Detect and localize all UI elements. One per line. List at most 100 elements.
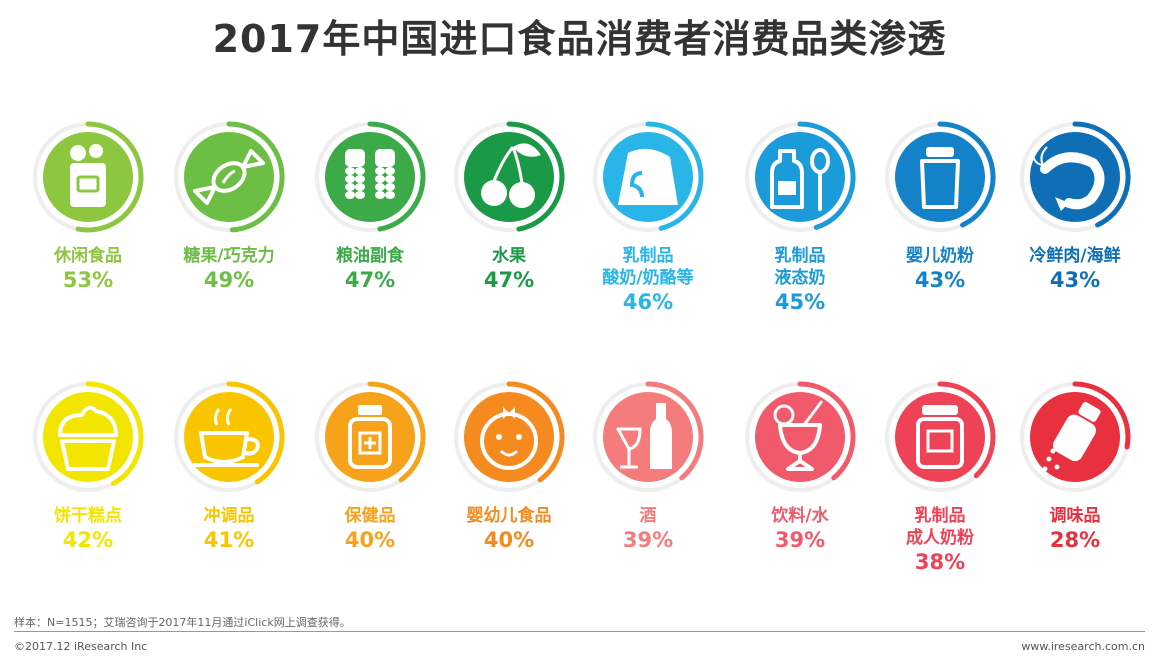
category-disc-fill	[184, 392, 274, 482]
category-label: 成人奶粉	[906, 528, 974, 548]
category-label: 粮油副食	[336, 246, 404, 266]
category-label: 液态奶	[774, 268, 826, 288]
category-disc	[33, 381, 144, 492]
value-arc	[226, 121, 285, 233]
value-arc	[506, 381, 565, 483]
value-arc	[1072, 121, 1131, 228]
category-label: 休闲食品	[54, 246, 122, 266]
category-disc	[174, 381, 285, 492]
category-label: 酸奶/奶酪等	[602, 268, 694, 288]
category-item: 饼干糕点 42%	[13, 377, 163, 553]
category-value: 39%	[774, 528, 826, 552]
category-disc	[315, 121, 426, 232]
page-title: 2017年中国进口食品消费者消费品类渗透	[212, 17, 947, 61]
category-value: 40%	[483, 528, 535, 552]
category-value: 45%	[774, 290, 826, 314]
category-value: 40%	[344, 528, 396, 552]
category-value: 43%	[914, 268, 966, 292]
category-item: 水果 47%	[434, 117, 584, 293]
category-label: 婴幼儿食品	[466, 506, 552, 526]
category-label: 酒	[639, 506, 657, 526]
value-arc	[645, 381, 704, 481]
category-disc-fill	[603, 392, 693, 482]
wheat-icon	[345, 149, 395, 199]
category-label: 冷鲜肉/海鲜	[1029, 246, 1121, 266]
category-value: 53%	[62, 268, 114, 292]
category-disc	[174, 121, 285, 233]
category-label: 糖果/巧克力	[183, 246, 275, 266]
shrimp-icon	[1032, 146, 1105, 211]
copyright-text: ©2017.12 iResearch Inc	[14, 640, 148, 653]
category-disc-fill	[464, 132, 554, 222]
category-disc-fill	[464, 392, 554, 482]
category-item: 休闲食品 53%	[13, 117, 163, 293]
category-value: 47%	[344, 268, 396, 292]
value-arc	[367, 121, 426, 232]
category-label: 乳制品	[774, 246, 826, 266]
wine-bottle-icon	[616, 403, 672, 469]
candy-icon	[193, 149, 265, 205]
category-disc	[454, 381, 565, 492]
value-arc	[797, 381, 856, 481]
category-disc	[33, 121, 144, 233]
category-disc	[745, 121, 856, 232]
category-disc	[885, 381, 996, 492]
value-arc	[367, 381, 426, 483]
cocktail-icon	[773, 400, 824, 471]
category-label: 乳制品	[914, 506, 966, 526]
category-item: 乳制品 成人奶粉 38%	[865, 377, 1015, 575]
category-label: 冲调品	[203, 506, 255, 526]
seasoning-shaker-icon	[1042, 401, 1101, 472]
category-disc-fill	[755, 392, 845, 482]
category-item: 乳制品 酸奶/奶酪等 46%	[573, 117, 723, 315]
category-value: 39%	[622, 528, 674, 552]
cherry-icon	[481, 143, 541, 208]
category-label: 水果	[492, 246, 526, 266]
category-disc-fill	[895, 132, 985, 222]
category-disc	[745, 381, 856, 492]
category-disc	[885, 121, 996, 232]
category-label: 饼干糕点	[54, 506, 122, 526]
category-disc	[315, 381, 426, 492]
value-arc	[937, 121, 996, 228]
category-item: 乳制品 液态奶 45%	[725, 117, 875, 315]
category-item: 保健品 40%	[295, 377, 445, 553]
value-arc	[226, 381, 285, 485]
category-value: 43%	[1049, 268, 1101, 292]
category-label: 饮料/水	[771, 506, 829, 526]
category-item: 糖果/巧克力 49%	[154, 117, 304, 293]
category-item: 粮油副食 47%	[295, 117, 445, 293]
value-arc	[937, 381, 996, 479]
value-arc	[506, 121, 565, 232]
category-disc	[593, 381, 704, 492]
category-disc-fill	[1030, 132, 1120, 222]
category-disc	[454, 121, 565, 232]
category-disc	[1020, 381, 1131, 492]
value-arc	[645, 121, 704, 231]
category-disc-fill	[325, 132, 415, 222]
baby-face-icon	[480, 407, 538, 470]
category-penetration-chart: 休闲食品 53% 糖果/巧克力 49% 粮油副食 47% 水果 47% 乳制品 酸奶/奶酪等 46%…	[13, 117, 1150, 575]
category-value: 42%	[62, 528, 114, 552]
category-label: 保健品	[344, 506, 396, 526]
website-link[interactable]: www.iresearch.com.cn	[1021, 640, 1145, 653]
supplement-jar-icon	[348, 405, 392, 469]
sample-note: 样本：N=1515；艾瑞咨询于2017年11月通过iClick网上调查获得。	[14, 616, 351, 629]
category-label: 乳制品	[622, 246, 674, 266]
formula-can-icon	[920, 147, 960, 209]
category-item: 婴幼儿食品 40%	[434, 377, 584, 553]
category-value: 28%	[1049, 528, 1101, 552]
category-value: 38%	[914, 550, 966, 574]
category-disc	[1020, 121, 1131, 232]
cheese-icon	[618, 148, 678, 205]
category-item: 婴儿奶粉 43%	[865, 117, 1015, 293]
category-value: 41%	[203, 528, 255, 552]
category-disc	[593, 121, 704, 232]
value-arc	[75, 121, 144, 233]
category-value: 49%	[203, 268, 255, 292]
value-arc	[797, 121, 856, 230]
category-item: 调味品 28%	[1000, 377, 1150, 553]
category-item: 冷鲜肉/海鲜 43%	[1000, 117, 1150, 293]
value-arc	[85, 381, 144, 486]
category-item: 饮料/水 39%	[725, 377, 875, 553]
